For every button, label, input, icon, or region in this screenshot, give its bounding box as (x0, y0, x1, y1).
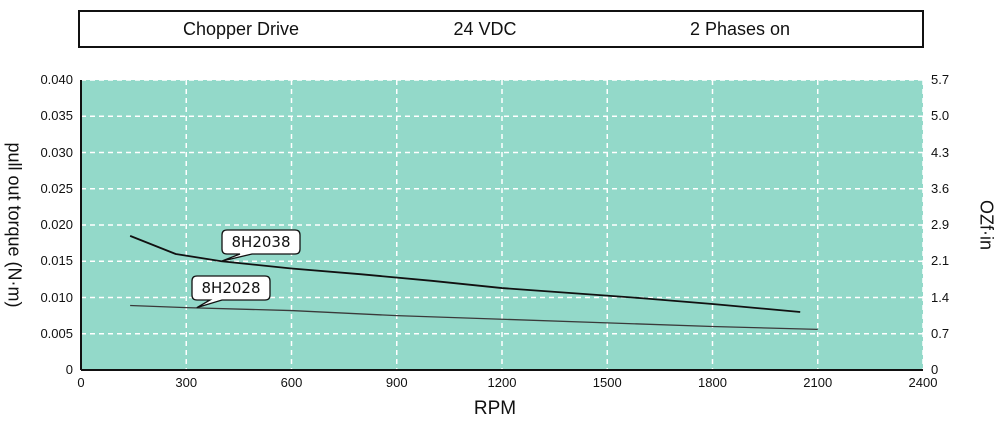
x-tick: 2100 (803, 375, 833, 390)
x-tick: 1800 (698, 375, 727, 390)
y-tick-right: 2.9 (931, 217, 950, 232)
curve-8H2028 (130, 304, 818, 331)
drive-type-label: Chopper Drive (182, 19, 300, 39)
y-tick-right: 1.4 (931, 289, 950, 305)
x-tick: 600 (280, 375, 303, 390)
x-tick: 1200 (487, 375, 517, 390)
y-tick-right: 2.1 (931, 253, 950, 269)
y-tick-left: 0.030 (40, 144, 73, 160)
y-tick-left: 0 (65, 362, 73, 377)
y-tick-right: 0.7 (931, 325, 950, 341)
x-tick: 1500 (592, 375, 622, 390)
x-axis-label: RPM (473, 398, 517, 419)
x-tick: 0 (77, 375, 85, 390)
phases-label: 2 Phases on (689, 19, 791, 39)
x-tick: 2400 (908, 375, 938, 390)
x-tick: 900 (385, 375, 408, 390)
voltage-label: 24 VDC (453, 19, 517, 39)
y-tick-right: 4.3 (931, 144, 950, 160)
y-tick-left: 0.010 (40, 289, 73, 305)
y-tick-right: 0 (931, 362, 939, 377)
y-tick-left: 0.035 (40, 108, 73, 124)
callout-label-8H2028: 8H2028 (202, 279, 261, 297)
x-tick: 300 (175, 375, 198, 390)
callout-8H2038 (221, 229, 301, 262)
curve-8H2038 (129, 235, 801, 313)
callout-8H2028 (191, 275, 271, 309)
y-tick-left: 0.005 (40, 325, 73, 341)
chart-header-box: Chopper Drive 24 VDC 2 Phases on (78, 10, 924, 48)
y-tick-left: 0.040 (40, 72, 73, 87)
y-tick-right: 5.0 (931, 108, 950, 124)
y-tick-right: 5.7 (931, 72, 950, 87)
y-tick-left: 0.020 (40, 217, 73, 232)
y-tick-left: 0.015 (40, 253, 73, 269)
callout-label-8H2038: 8H2038 (232, 233, 291, 251)
y-tick-left: 0.025 (40, 180, 73, 196)
y-tick-right: 3.6 (931, 180, 950, 196)
